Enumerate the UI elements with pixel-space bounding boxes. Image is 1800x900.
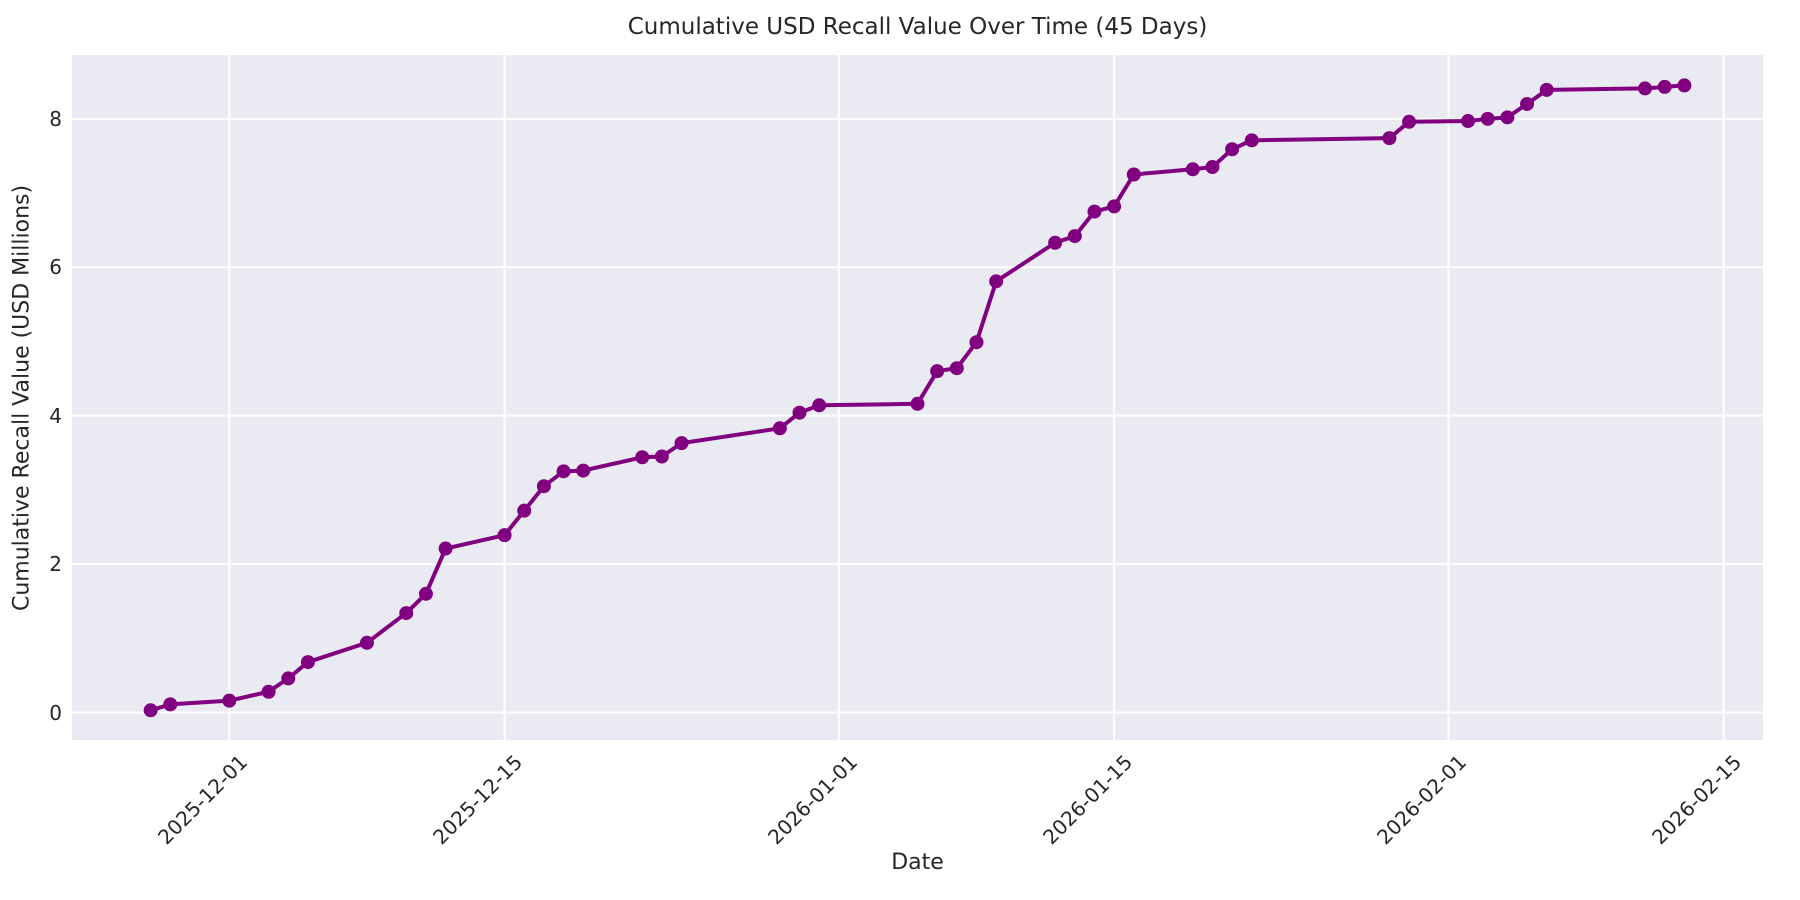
y-axis-label: Cumulative Recall Value (USD Millions) — [9, 184, 35, 611]
data-point — [536, 479, 551, 494]
data-point — [1500, 110, 1515, 125]
data-point — [556, 464, 571, 479]
x-tick-label: 2025-12-15 — [428, 750, 528, 850]
data-point — [163, 697, 178, 712]
data-point — [1225, 142, 1240, 157]
data-point — [497, 528, 512, 543]
x-tick-label: 2025-12-01 — [153, 750, 253, 850]
data-point — [1185, 162, 1200, 177]
data-point — [1402, 114, 1417, 129]
data-point — [1657, 79, 1672, 94]
data-point — [910, 396, 925, 411]
data-point — [1126, 167, 1141, 182]
data-point — [399, 606, 414, 621]
x-tick-label: 2026-01-01 — [762, 750, 862, 850]
data-point — [1480, 111, 1495, 126]
data-point — [792, 405, 807, 420]
plot-area — [72, 55, 1763, 740]
data-point — [1107, 199, 1122, 214]
data-point — [635, 450, 650, 465]
data-point — [1244, 133, 1259, 148]
data-point — [359, 635, 374, 650]
data-point — [517, 503, 532, 518]
x-tick-label: 2026-02-15 — [1647, 750, 1747, 850]
data-point — [143, 703, 158, 718]
data-point — [1638, 81, 1653, 96]
data-point — [222, 693, 237, 708]
y-tick-label: 6 — [49, 255, 62, 280]
data-point — [812, 398, 827, 413]
data-point — [930, 364, 945, 379]
data-point — [261, 684, 276, 699]
data-point — [281, 671, 296, 686]
line-chart — [72, 55, 1763, 740]
data-point — [654, 449, 669, 464]
data-point — [576, 463, 591, 478]
data-point — [418, 586, 433, 601]
data-point — [1067, 229, 1082, 244]
data-point — [949, 361, 964, 376]
y-tick-label: 2 — [49, 552, 62, 577]
data-point — [1539, 82, 1554, 97]
data-point — [674, 436, 689, 451]
y-tick-label: 0 — [49, 700, 62, 725]
x-tick-label: 2026-01-15 — [1037, 750, 1138, 850]
data-point — [772, 421, 787, 436]
data-point — [438, 541, 453, 556]
data-point — [1520, 96, 1535, 111]
data-point — [1677, 78, 1692, 93]
y-tick-label: 4 — [49, 403, 62, 428]
chart-title: Cumulative USD Recall Value Over Time (4… — [627, 14, 1208, 40]
data-point — [1087, 204, 1102, 219]
data-point — [989, 274, 1004, 289]
y-tick-label: 8 — [49, 106, 62, 131]
data-point — [1048, 235, 1063, 250]
data-point — [1382, 131, 1397, 146]
data-point — [969, 335, 984, 350]
data-point — [1205, 160, 1220, 175]
x-axis-label: Date — [891, 850, 944, 875]
data-point — [300, 655, 315, 670]
data-point — [1461, 114, 1476, 129]
x-tick-label: 2026-02-01 — [1372, 750, 1472, 850]
